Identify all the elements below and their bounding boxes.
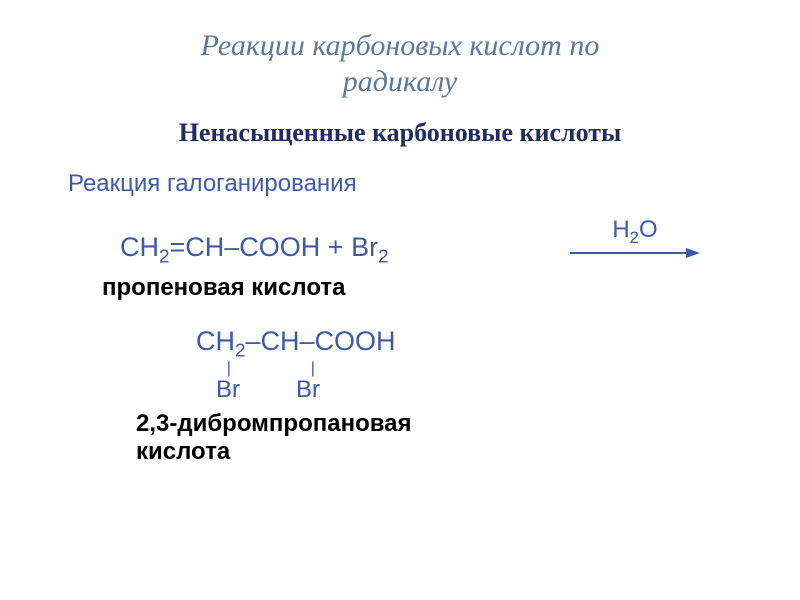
product-name-line2: кислота <box>136 438 230 465</box>
product-formula-block: CH2–CH–COOH | | Br Br <box>196 326 800 404</box>
section-label: Реакция галоганирования <box>68 170 800 198</box>
formula-sub: 2 <box>235 340 246 361</box>
formula-sub: 2 <box>159 246 170 267</box>
condition-sub: 2 <box>630 228 639 247</box>
formula-part: CH <box>120 232 159 262</box>
subtitle: Ненасыщенные карбоновые кислоты <box>0 118 800 148</box>
reaction-equation: CH2=CH–COOH + Br2 H2O <box>120 222 800 268</box>
substituent-label: Br <box>216 376 240 404</box>
product-name: 2,3-дибромпропановая кислота <box>136 410 800 465</box>
formula-part: =CH–COOH + Br <box>170 232 379 262</box>
condition-part: H <box>612 216 629 243</box>
formula-part: CH <box>196 326 235 356</box>
formula-sub: 2 <box>378 246 389 267</box>
title-line1: Реакции карбоновых кислот по <box>201 29 600 62</box>
formula-part: –CH–COOH <box>246 326 396 356</box>
substituent-label: Br <box>296 376 320 404</box>
product-name-line1: 2,3-дибромпропановая <box>136 410 412 437</box>
main-title: Реакции карбоновых кислот по радикалу <box>0 0 800 100</box>
reactant-formula: CH2=CH–COOH + Br2 <box>120 232 389 268</box>
reactant-name: пропеновая кислота <box>102 274 800 302</box>
reaction-condition: H2O <box>570 216 700 260</box>
condition-label: H2O <box>570 216 700 248</box>
condition-part: O <box>639 216 658 243</box>
reaction-arrow-icon <box>570 246 700 260</box>
product-formula: CH2–CH–COOH <box>196 326 396 362</box>
title-line2: радикалу <box>343 65 457 98</box>
